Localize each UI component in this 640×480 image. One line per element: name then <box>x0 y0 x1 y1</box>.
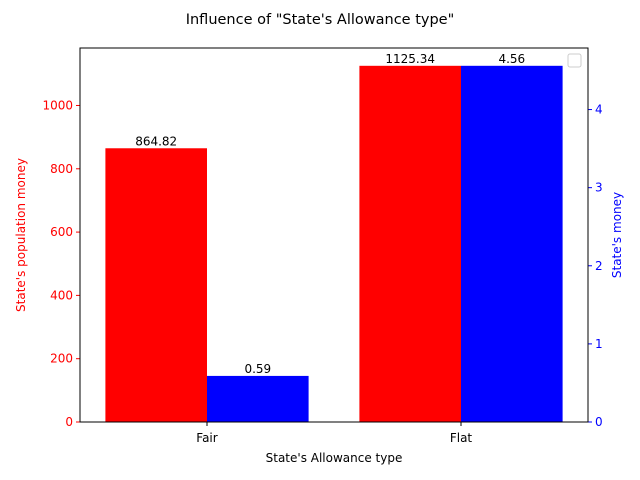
axes-group: Fair Flat 0 200 400 600 800 1000 0 1 2 3 4 <box>42 98 602 445</box>
value-label: 1125.34 <box>385 52 435 66</box>
y-left-tick-label: 400 <box>50 288 73 302</box>
y-right-tick-label: 2 <box>595 259 603 273</box>
y-left-tick-label: 800 <box>50 162 73 176</box>
y-right-tick-label: 3 <box>595 181 603 195</box>
y-left-tick-label: 1000 <box>42 98 73 112</box>
y-left-tick-label: 0 <box>65 415 73 429</box>
bars-group <box>105 65 563 423</box>
plot-frame <box>79 47 589 423</box>
x-axis-label: State's Allowance type <box>266 451 403 465</box>
y-right-tick-label: 0 <box>595 415 603 429</box>
y-axis-right-label: State's money <box>610 192 624 278</box>
bar-fair-series-2 <box>207 375 309 422</box>
y-left-tick-label: 600 <box>50 225 73 239</box>
y-right-tick-label: 1 <box>595 337 603 351</box>
value-label: 4.56 <box>498 52 525 66</box>
value-labels-group: 864.82 0.59 1125.34 4.56 <box>135 52 525 376</box>
chart-title: Influence of "State's Allowance type" <box>186 12 455 28</box>
bar-flat-series-2 <box>461 65 563 423</box>
x-tick-label: Flat <box>450 431 473 445</box>
legend-box <box>567 53 582 68</box>
y-right-tick-label: 4 <box>595 103 603 117</box>
value-label: 864.82 <box>135 134 177 148</box>
x-tick-label: Fair <box>196 431 217 445</box>
y-left-tick-label: 200 <box>50 352 73 366</box>
value-label: 0.59 <box>244 362 271 376</box>
bar-fair-series-1 <box>105 148 207 423</box>
y-axis-left-label: State's population money <box>14 158 28 312</box>
bar-flat-series-1 <box>359 65 461 423</box>
